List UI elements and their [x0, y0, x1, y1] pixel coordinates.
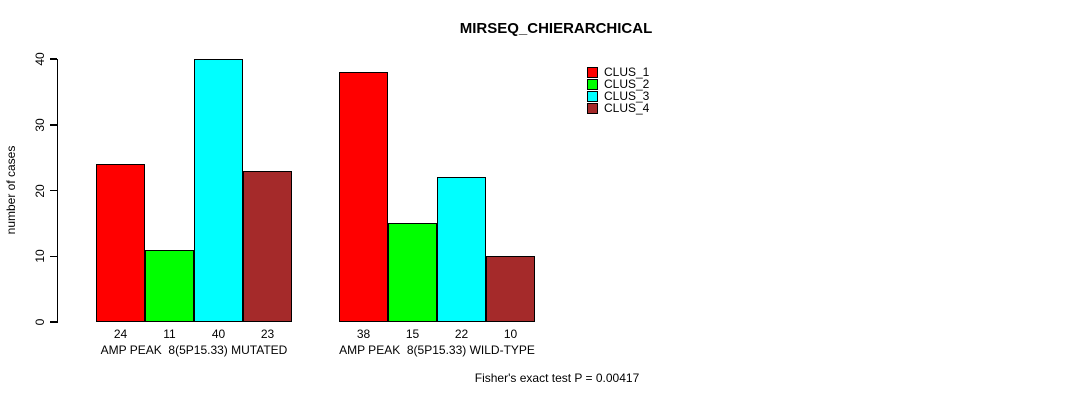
y-axis-label: number of cases — [4, 145, 18, 235]
legend-item: CLUS_1 — [587, 66, 649, 78]
chart-title: MIRSEQ_CHIERARCHICAL — [459, 20, 653, 37]
y-axis-tick-label: 10 — [33, 249, 47, 263]
bar-value-label: 40 — [211, 327, 226, 341]
x-category-label-mutated: AMP PEAK 8(5P15.33) MUTATED — [100, 343, 288, 357]
fisher-test-footnote: Fisher's exact test P = 0.00417 — [474, 371, 640, 385]
bar-value-label: 15 — [405, 327, 420, 341]
x-category-label-wildtype: AMP PEAK 8(5P15.33) WILD-TYPE — [339, 343, 535, 357]
y-axis-tick — [49, 321, 57, 323]
legend-color-swatch — [587, 102, 598, 114]
legend-label: CLUS_3 — [604, 89, 650, 103]
legend-color-swatch — [587, 90, 598, 102]
bar-clus_1-group1 — [96, 164, 145, 322]
bar-value-label: 11 — [163, 327, 176, 341]
bar-clus_4-group1 — [243, 170, 292, 322]
bar-value-label: 23 — [260, 327, 275, 341]
bar-clus_1-group2 — [339, 72, 388, 322]
bar-value-label: 22 — [454, 327, 469, 341]
y-axis-line — [56, 59, 58, 323]
legend-label: CLUS_4 — [604, 101, 650, 115]
y-axis-tick — [49, 58, 57, 60]
bar-clus_3-group2 — [437, 177, 486, 322]
bar-value-label: 24 — [113, 327, 128, 341]
y-axis-tick-label: 40 — [33, 52, 47, 66]
y-axis-tick — [49, 124, 57, 126]
y-axis-tick-label: 0 — [33, 318, 47, 326]
legend-item: CLUS_4 — [587, 102, 649, 114]
bar-clus_4-group2 — [486, 256, 535, 322]
bar-clus_2-group1 — [145, 249, 194, 322]
bar-clus_3-group1 — [194, 59, 243, 322]
y-axis-tick-label: 20 — [33, 183, 47, 198]
bar-value-label: 10 — [503, 327, 518, 341]
bar-value-label: 38 — [356, 327, 371, 341]
legend-item: CLUS_2 — [587, 78, 649, 90]
legend-label: CLUS_1 — [604, 65, 650, 79]
bar-clus_2-group2 — [388, 223, 437, 322]
y-axis-tick-label: 30 — [33, 118, 47, 132]
legend-color-swatch — [587, 66, 598, 78]
legend: CLUS_1 CLUS_2 CLUS_3 CLUS_4 — [587, 66, 649, 114]
y-axis-tick — [49, 255, 57, 257]
legend-color-swatch — [587, 78, 598, 90]
y-axis-tick — [49, 189, 57, 192]
legend-label: CLUS_2 — [604, 77, 650, 91]
legend-item: CLUS_3 — [587, 90, 649, 102]
